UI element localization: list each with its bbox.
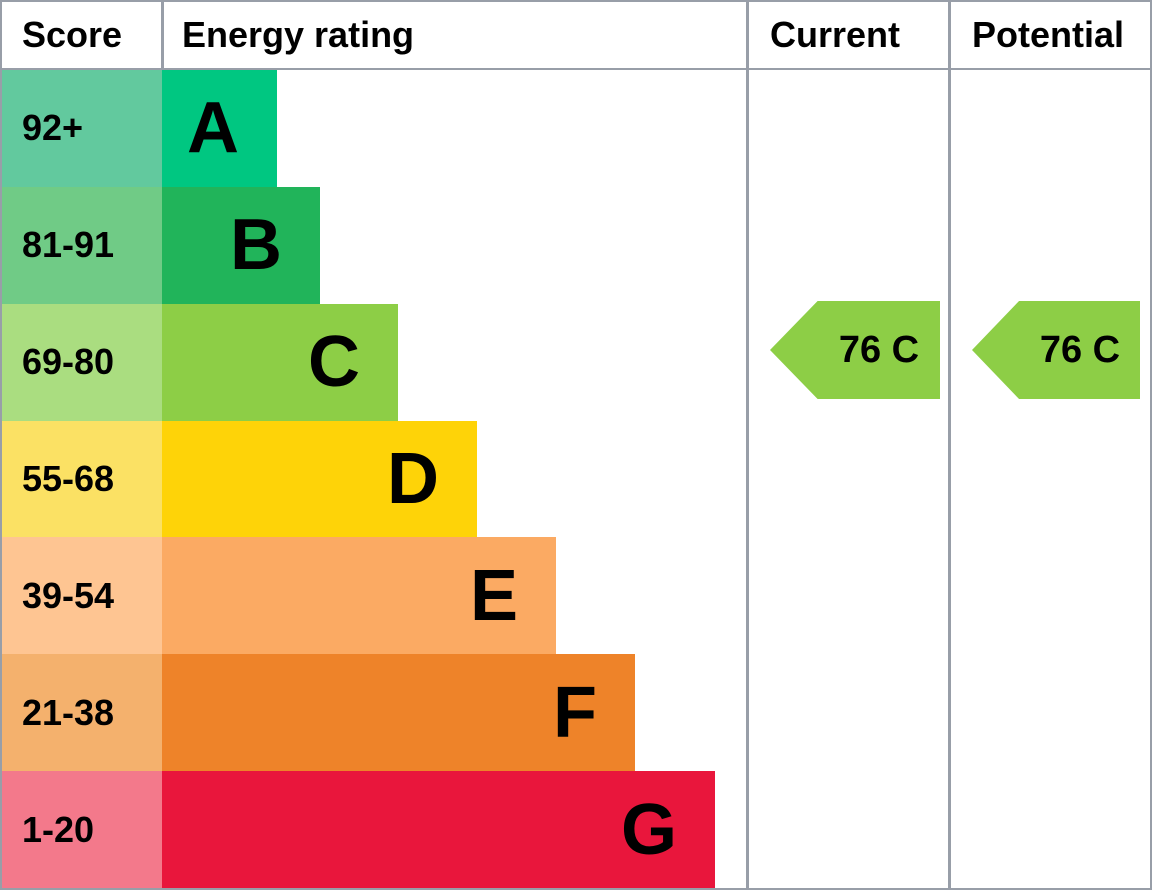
band-row: 39-54 E [2, 537, 1150, 655]
band-bar: E [162, 537, 556, 655]
band-letter: G [620, 789, 677, 870]
band-bar: A [162, 70, 277, 187]
chart-header-row: Score Energy rating Current Potential [2, 2, 1150, 70]
band-row: 92+ A [2, 70, 1150, 187]
potential-rating-label: 76 C [1039, 328, 1121, 371]
band-letter: E [469, 555, 518, 636]
energy-rating-column-header: Energy rating [182, 14, 415, 55]
band-row: 1-20 G [2, 771, 1150, 888]
band-score-range: 21-38 [2, 654, 162, 772]
band-score-range: 81-91 [2, 186, 162, 304]
band-letter: F [553, 672, 597, 753]
band-letter: A [187, 88, 239, 169]
band-score-range: 69-80 [2, 303, 162, 421]
band-row: 55-68 D [2, 420, 1150, 538]
band-letter: B [230, 205, 282, 286]
score-column-header: Score [22, 14, 123, 55]
header-score-divider-line [161, 2, 164, 68]
band-bar: B [162, 186, 320, 304]
band-row: 81-91 B [2, 186, 1150, 304]
band-score-range: 1-20 [2, 771, 162, 888]
current-rating-label: 76 C [838, 328, 920, 371]
band-row: 21-38 F [2, 654, 1150, 772]
band-bar: G [162, 771, 715, 888]
potential-column-header: Potential [972, 14, 1125, 55]
band-bar: D [162, 420, 477, 538]
potential-column-divider-line [948, 2, 951, 888]
band-score-range: 39-54 [2, 537, 162, 655]
band-row: 69-80 C [2, 303, 1150, 421]
band-letter: D [387, 438, 439, 519]
band-score-range: 55-68 [2, 420, 162, 538]
band-bar: F [162, 654, 635, 772]
band-letter: C [308, 322, 360, 403]
band-bar: C [162, 303, 398, 421]
band-score-range: 92+ [2, 70, 162, 187]
current-column-divider-line [746, 2, 749, 888]
current-column-header: Current [770, 14, 901, 55]
band-rows: 92+ A 81-91 B 69-80 C 55-68 D 39-54 E 21… [2, 70, 1150, 888]
